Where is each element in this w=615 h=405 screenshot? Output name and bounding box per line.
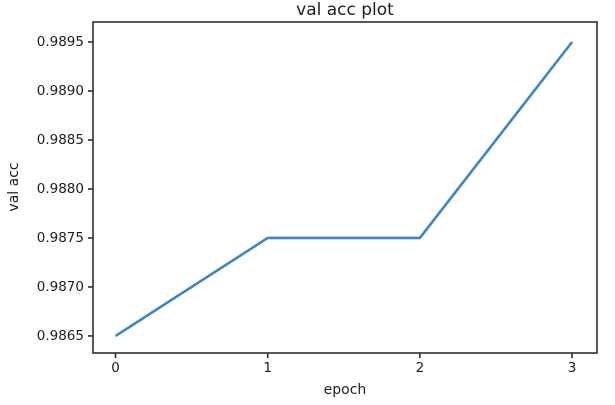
x-tick-label: 2 (415, 360, 425, 376)
x-tick-label: 0 (111, 360, 120, 376)
y-tick-label: 0.9885 (36, 131, 84, 148)
y-axis-label: val acc (6, 162, 22, 212)
x-axis-label: epoch (323, 382, 367, 398)
y-tick-label: 0.9890 (36, 82, 84, 99)
y-tick-label: 0.9865 (36, 327, 84, 344)
y-tick-label: 0.9895 (36, 33, 84, 50)
x-tick-label: 3 (567, 360, 577, 376)
axes-frame (92, 21, 598, 354)
val-acc-data-line (114, 41, 574, 338)
y-tick-label: 0.9880 (36, 180, 84, 197)
chart-title: val acc plot (296, 0, 394, 20)
y-tick-label: 0.9870 (36, 278, 84, 295)
y-tick-label: 0.9875 (36, 229, 84, 246)
x-tick-label: 1 (263, 360, 272, 376)
